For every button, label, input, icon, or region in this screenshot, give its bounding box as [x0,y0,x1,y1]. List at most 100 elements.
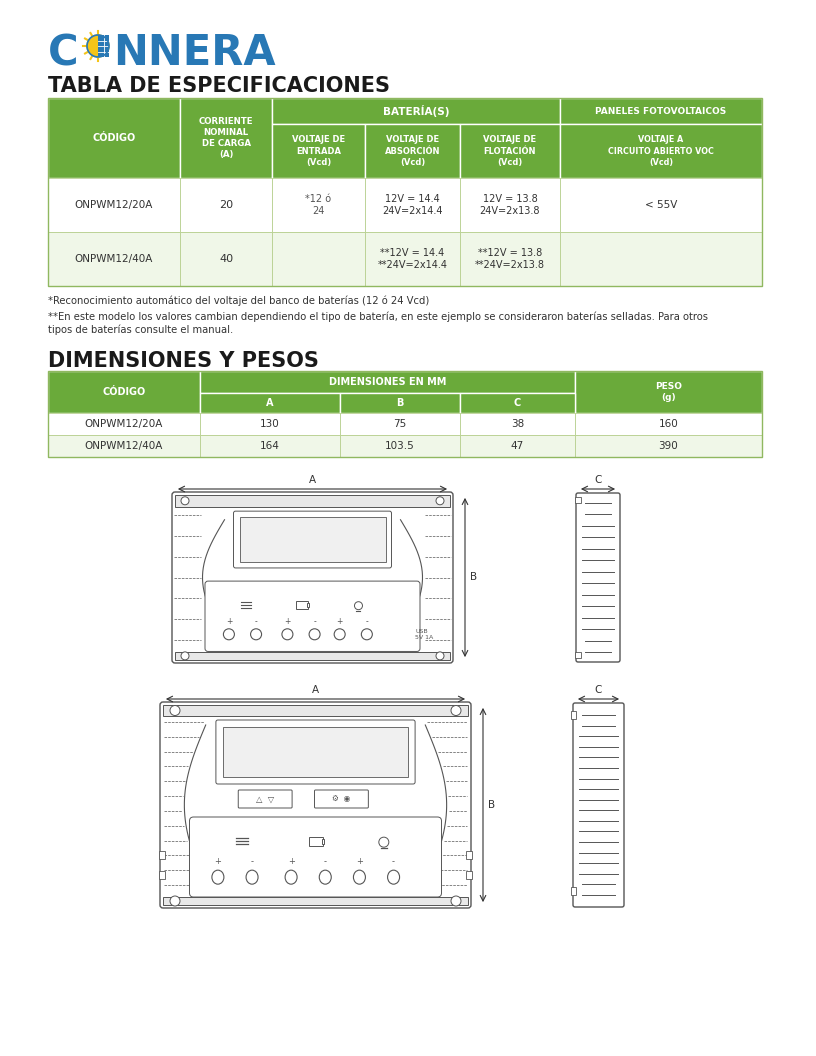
Bar [560,232,762,286]
Bar [560,98,762,124]
Text: -: - [392,856,395,866]
Bar [460,413,575,435]
Bar [175,495,450,507]
Text: 130: 130 [260,419,280,429]
Text: ⚙  ◉: ⚙ ◉ [332,794,351,804]
Bar [200,413,340,435]
Text: 164: 164 [260,441,280,451]
Bar [175,652,450,660]
FancyBboxPatch shape [189,817,441,897]
Bar [48,371,200,413]
Text: A: A [309,475,316,485]
Circle shape [361,628,372,640]
Bar [460,124,560,178]
FancyBboxPatch shape [160,702,471,908]
Bar [340,413,460,435]
Text: VOLTAJE DE
ENTRADA
(Vcd): VOLTAJE DE ENTRADA (Vcd) [292,135,345,167]
Circle shape [87,35,109,57]
Text: < 55V: < 55V [645,200,677,210]
Text: B: B [470,572,477,583]
Text: 12V = 14.4
24V=2x14.4: 12V = 14.4 24V=2x14.4 [382,194,443,216]
Text: ONPWM12/40A: ONPWM12/40A [85,441,163,451]
Ellipse shape [388,870,400,884]
Text: -: - [255,617,257,626]
Text: C: C [595,685,602,695]
Text: ONPWM12/20A: ONPWM12/20A [85,419,163,429]
Ellipse shape [212,870,224,884]
Text: **12V = 13.8
**24V=2x13.8: **12V = 13.8 **24V=2x13.8 [475,248,545,270]
Bar [48,371,762,457]
Circle shape [451,895,461,906]
Text: B: B [488,800,495,810]
Text: +: + [356,856,363,866]
Text: BATERÍA(S): BATERÍA(S) [383,105,450,117]
Bar [48,413,200,435]
PathPatch shape [98,35,109,57]
Text: VOLTAJE DE
FLOTACIÓN
(Vcd): VOLTAJE DE FLOTACIÓN (Vcd) [483,135,537,167]
Bar [272,98,560,124]
Bar [308,837,322,846]
Bar [460,435,575,457]
Text: -: - [366,617,368,626]
Bar [365,124,460,178]
Bar [340,435,460,457]
Bar [180,232,272,286]
FancyBboxPatch shape [233,511,392,568]
Bar [48,435,200,457]
Bar [200,393,340,413]
Bar [163,705,468,716]
Bar [571,711,576,719]
Text: 40: 40 [219,254,233,264]
Bar [48,232,180,286]
Bar [460,393,575,413]
Text: +: + [226,617,232,626]
Circle shape [354,602,362,609]
Text: *12 ó
24: *12 ó 24 [305,194,331,216]
Text: +: + [284,617,290,626]
Text: C: C [514,398,521,408]
FancyBboxPatch shape [216,720,415,784]
Circle shape [335,628,345,640]
Text: -: - [313,617,316,626]
Bar [240,517,385,562]
Bar [296,601,308,608]
Text: 38: 38 [511,419,524,429]
Text: CÓDIGO: CÓDIGO [92,133,135,143]
Text: PANELES FOTOVOLTAICOS: PANELES FOTOVOLTAICOS [596,107,726,115]
Text: 47: 47 [511,441,524,451]
Text: 75: 75 [393,419,406,429]
Bar [180,98,272,178]
Bar [466,871,472,879]
Text: ONPWM12/20A: ONPWM12/20A [75,200,153,210]
Text: 103.5: 103.5 [385,441,415,451]
Bar [307,603,309,607]
Bar [322,840,323,844]
FancyBboxPatch shape [573,703,624,907]
Text: ONPWM12/40A: ONPWM12/40A [75,254,153,264]
Text: *Reconocimiento automático del voltaje del banco de baterías (12 ó 24 Vcd): *Reconocimiento automático del voltaje d… [48,296,429,306]
Bar [365,232,460,286]
Text: △  ▽: △ ▽ [256,794,274,804]
Text: 390: 390 [659,441,678,451]
Bar [48,98,180,178]
Text: NNERA: NNERA [113,32,276,74]
Text: +: + [288,856,295,866]
Bar [571,887,576,895]
Text: TABLA DE ESPECIFICACIONES: TABLA DE ESPECIFICACIONES [48,76,390,96]
Bar [48,178,180,232]
Bar [365,178,460,232]
Text: C: C [48,32,78,74]
Bar [460,178,560,232]
FancyBboxPatch shape [205,581,420,652]
Bar [466,851,472,859]
Circle shape [436,496,444,505]
Text: CORRIENTE
NOMINAL
DE CARGA
(A): CORRIENTE NOMINAL DE CARGA (A) [199,117,253,159]
Text: A: A [312,685,319,695]
Ellipse shape [319,870,331,884]
Bar [180,178,272,232]
Bar [575,652,581,658]
Bar [340,393,460,413]
Ellipse shape [246,870,258,884]
Text: C: C [594,475,601,485]
Text: VOLTAJE A
CIRCUITO ABIERTO VOC
(Vcd): VOLTAJE A CIRCUITO ABIERTO VOC (Vcd) [608,135,714,167]
